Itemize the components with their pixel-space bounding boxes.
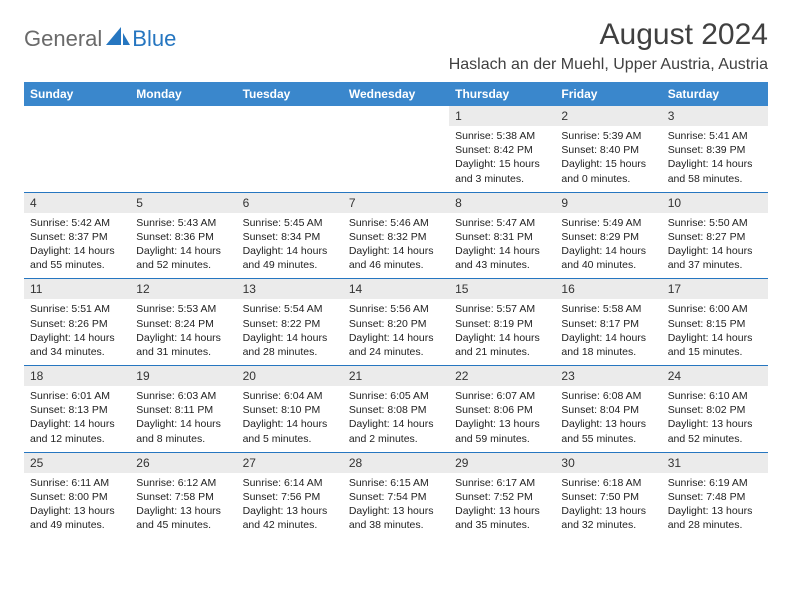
day-number: 5 [130,193,236,213]
day-data: Sunrise: 6:12 AMSunset: 7:58 PMDaylight:… [130,473,236,539]
day-of-week-header-row: Sunday Monday Tuesday Wednesday Thursday… [24,82,768,106]
day-number: 9 [555,193,661,213]
calendar-body: 123Sunrise: 5:38 AMSunset: 8:42 PMDaylig… [24,106,768,538]
day-number: 6 [237,193,343,213]
logo-text-general: General [24,26,102,52]
dow-tuesday: Tuesday [237,82,343,106]
day-number: 18 [24,366,130,386]
calendar-daydata-row: Sunrise: 5:42 AMSunset: 8:37 PMDaylight:… [24,213,768,279]
header: General Blue August 2024 Haslach an der … [24,18,768,74]
day-data: Sunrise: 6:15 AMSunset: 7:54 PMDaylight:… [343,473,449,539]
day-number: 12 [130,279,236,299]
day-data: Sunrise: 5:57 AMSunset: 8:19 PMDaylight:… [449,299,555,365]
day-data: Sunrise: 6:04 AMSunset: 8:10 PMDaylight:… [237,386,343,452]
day-number: 21 [343,366,449,386]
day-number: 17 [662,279,768,299]
day-data: Sunrise: 5:43 AMSunset: 8:36 PMDaylight:… [130,213,236,279]
dow-thursday: Thursday [449,82,555,106]
calendar-daynum-row: 25262728293031 [24,453,768,473]
day-data: Sunrise: 6:03 AMSunset: 8:11 PMDaylight:… [130,386,236,452]
dow-sunday: Sunday [24,82,130,106]
day-data: Sunrise: 5:49 AMSunset: 8:29 PMDaylight:… [555,213,661,279]
day-data: Sunrise: 6:07 AMSunset: 8:06 PMDaylight:… [449,386,555,452]
day-number: 2 [555,106,661,126]
day-number: 19 [130,366,236,386]
day-number: 8 [449,193,555,213]
day-number: 10 [662,193,768,213]
day-data: Sunrise: 6:01 AMSunset: 8:13 PMDaylight:… [24,386,130,452]
day-data: Sunrise: 5:42 AMSunset: 8:37 PMDaylight:… [24,213,130,279]
empty-cell [343,126,449,192]
empty-cell [130,106,236,126]
empty-cell [24,126,130,192]
day-data: Sunrise: 5:45 AMSunset: 8:34 PMDaylight:… [237,213,343,279]
empty-cell [237,126,343,192]
dow-saturday: Saturday [662,82,768,106]
day-number: 16 [555,279,661,299]
day-number: 1 [449,106,555,126]
day-number: 28 [343,453,449,473]
day-number: 25 [24,453,130,473]
day-number: 24 [662,366,768,386]
day-data: Sunrise: 5:58 AMSunset: 8:17 PMDaylight:… [555,299,661,365]
dow-monday: Monday [130,82,236,106]
day-number: 22 [449,366,555,386]
day-data: Sunrise: 6:05 AMSunset: 8:08 PMDaylight:… [343,386,449,452]
page-title: August 2024 [449,18,768,52]
day-number: 26 [130,453,236,473]
location-subtitle: Haslach an der Muehl, Upper Austria, Aus… [449,56,768,74]
day-data: Sunrise: 5:38 AMSunset: 8:42 PMDaylight:… [449,126,555,192]
day-data: Sunrise: 5:46 AMSunset: 8:32 PMDaylight:… [343,213,449,279]
day-number: 3 [662,106,768,126]
calendar-daynum-row: 18192021222324 [24,366,768,386]
day-number: 31 [662,453,768,473]
day-number: 20 [237,366,343,386]
day-data: Sunrise: 5:39 AMSunset: 8:40 PMDaylight:… [555,126,661,192]
calendar-daynum-row: 45678910 [24,193,768,213]
calendar-daydata-row: Sunrise: 5:51 AMSunset: 8:26 PMDaylight:… [24,299,768,365]
logo: General Blue [24,26,176,52]
empty-cell [343,106,449,126]
day-data: Sunrise: 5:51 AMSunset: 8:26 PMDaylight:… [24,299,130,365]
empty-cell [130,126,236,192]
day-data: Sunrise: 6:08 AMSunset: 8:04 PMDaylight:… [555,386,661,452]
day-data: Sunrise: 6:17 AMSunset: 7:52 PMDaylight:… [449,473,555,539]
day-number: 30 [555,453,661,473]
day-number: 11 [24,279,130,299]
empty-cell [237,106,343,126]
day-number: 13 [237,279,343,299]
day-data: Sunrise: 5:50 AMSunset: 8:27 PMDaylight:… [662,213,768,279]
day-data: Sunrise: 6:19 AMSunset: 7:48 PMDaylight:… [662,473,768,539]
day-data: Sunrise: 5:53 AMSunset: 8:24 PMDaylight:… [130,299,236,365]
day-number: 14 [343,279,449,299]
calendar-daynum-row: 123 [24,106,768,126]
calendar-daydata-row: Sunrise: 6:01 AMSunset: 8:13 PMDaylight:… [24,386,768,452]
day-number: 15 [449,279,555,299]
day-data: Sunrise: 6:14 AMSunset: 7:56 PMDaylight:… [237,473,343,539]
day-data: Sunrise: 6:00 AMSunset: 8:15 PMDaylight:… [662,299,768,365]
day-data: Sunrise: 5:56 AMSunset: 8:20 PMDaylight:… [343,299,449,365]
logo-text-blue: Blue [132,26,176,52]
day-number: 27 [237,453,343,473]
calendar-daynum-row: 11121314151617 [24,279,768,299]
day-number: 29 [449,453,555,473]
calendar-table: Sunday Monday Tuesday Wednesday Thursday… [24,82,768,538]
day-number: 7 [343,193,449,213]
day-number: 4 [24,193,130,213]
day-data: Sunrise: 6:10 AMSunset: 8:02 PMDaylight:… [662,386,768,452]
day-data: Sunrise: 6:18 AMSunset: 7:50 PMDaylight:… [555,473,661,539]
calendar-daydata-row: Sunrise: 6:11 AMSunset: 8:00 PMDaylight:… [24,473,768,539]
day-data: Sunrise: 5:41 AMSunset: 8:39 PMDaylight:… [662,126,768,192]
day-data: Sunrise: 5:47 AMSunset: 8:31 PMDaylight:… [449,213,555,279]
dow-friday: Friday [555,82,661,106]
day-number: 23 [555,366,661,386]
empty-cell [24,106,130,126]
title-block: August 2024 Haslach an der Muehl, Upper … [449,18,768,74]
calendar-daydata-row: Sunrise: 5:38 AMSunset: 8:42 PMDaylight:… [24,126,768,192]
day-data: Sunrise: 6:11 AMSunset: 8:00 PMDaylight:… [24,473,130,539]
logo-sail-icon [106,27,130,52]
dow-wednesday: Wednesday [343,82,449,106]
day-data: Sunrise: 5:54 AMSunset: 8:22 PMDaylight:… [237,299,343,365]
